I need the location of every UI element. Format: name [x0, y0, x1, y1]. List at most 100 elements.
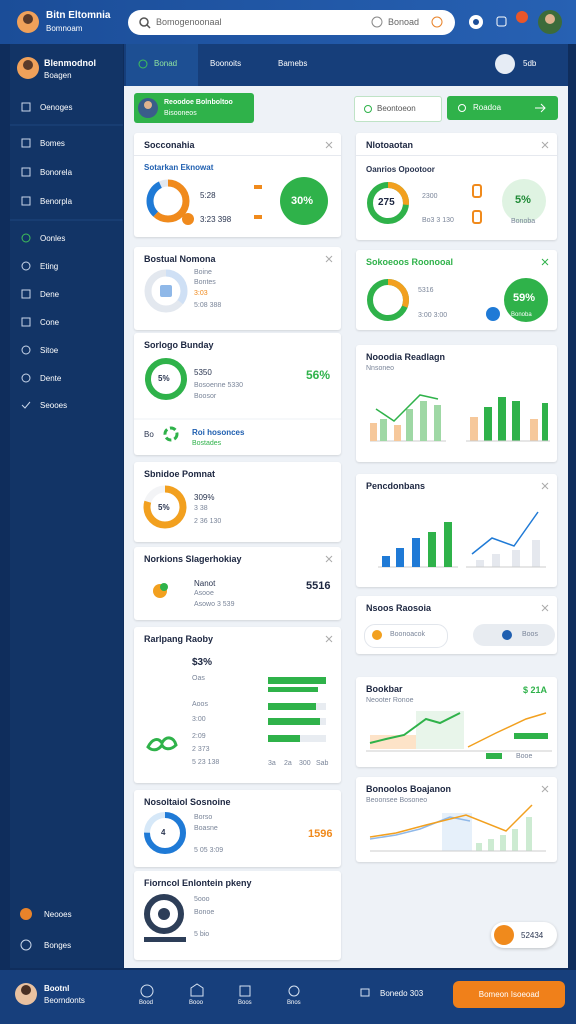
floating-pill[interactable]: 52434 — [491, 922, 557, 948]
card: Nooodia Readlagn Nnsoneo — [356, 345, 557, 462]
decoration — [254, 185, 262, 189]
axis-label: 2a — [284, 760, 292, 767]
menu-item[interactable]: Bomes — [40, 139, 65, 148]
menu-item[interactable]: Seooes — [40, 401, 68, 410]
menu-item[interactable]: Oenoges — [40, 103, 73, 112]
tab-active[interactable] — [126, 44, 198, 86]
card: Sokoeoos Roonooal 5316 3:00 3:00 59% Bon… — [356, 250, 557, 330]
card-text: Boonoacok — [390, 631, 426, 638]
decoration — [21, 102, 31, 409]
card-text: 5350 — [194, 368, 212, 377]
menu-item[interactable]: Dente — [40, 374, 62, 383]
card-title: Nooodia Readlagn — [366, 352, 446, 362]
action-button[interactable]: Roadoa — [447, 96, 558, 120]
profile-chip[interactable]: Reoodoe Bolnboltoo Bisooneos — [134, 93, 254, 123]
card: Sorlogo Bunday 5% 5350 Bosoenne 5330 Boo… — [134, 333, 341, 455]
decoration — [21, 289, 31, 299]
icon — [138, 54, 515, 74]
decoration — [21, 261, 31, 271]
decoration — [371, 16, 383, 28]
ring-label: 5% — [158, 374, 170, 383]
icon — [325, 635, 333, 643]
decoration — [502, 630, 512, 640]
card-subtitle: Beoonsee Bosoneo — [366, 797, 428, 804]
icon — [541, 604, 549, 612]
nav-item[interactable]: Bood — [139, 1000, 154, 1006]
row-label: 2:09 — [192, 733, 206, 740]
chip-sub: Bisooneos — [164, 110, 197, 117]
decoration — [20, 908, 32, 920]
decoration — [431, 16, 443, 28]
decoration — [364, 105, 372, 113]
decoration — [476, 540, 540, 567]
decoration — [396, 548, 404, 567]
menu-item[interactable]: Dene — [40, 290, 60, 299]
decoration — [360, 988, 370, 997]
decoration — [494, 925, 514, 945]
decoration — [370, 423, 377, 441]
card-text: Bonoba — [511, 218, 536, 225]
decoration — [500, 835, 506, 851]
icon — [372, 630, 512, 640]
card-text: 3:23 398 — [200, 215, 232, 224]
nav-item[interactable]: Booo — [189, 1000, 204, 1006]
decoration — [382, 538, 420, 567]
primary-button[interactable]: Bomeon Isoeoad — [453, 981, 565, 1008]
menu-item[interactable]: Sitoe — [40, 346, 59, 355]
menu-item[interactable]: Cone — [40, 318, 60, 327]
decoration — [476, 843, 482, 851]
search-placeholder: Bomogenoonaal — [156, 17, 222, 27]
card-text: 3:00 3:00 — [418, 312, 448, 319]
card-percent: 30% — [291, 195, 314, 207]
search-button[interactable]: Bonoad — [388, 17, 420, 27]
card-text: Boine — [194, 269, 212, 276]
toggle[interactable] — [473, 624, 555, 646]
card-percent: 59% — [513, 292, 536, 304]
decoration — [496, 16, 507, 27]
card-text: 5ooo — [194, 896, 210, 903]
card-text: Bo — [144, 430, 154, 439]
toggle[interactable] — [364, 624, 448, 648]
top-bar: Bitn Eltomnia Bomnoam Bomogenoonaal Bono… — [0, 0, 576, 44]
menu-item[interactable]: Benorpla — [40, 197, 73, 206]
footer-item[interactable]: Neooes — [44, 910, 72, 919]
decoration — [541, 482, 549, 490]
decoration — [526, 817, 532, 851]
decoration — [356, 155, 557, 156]
row-label: Oas — [192, 675, 205, 682]
tab[interactable]: Boonoits — [210, 59, 242, 68]
menu-item[interactable]: Bonorela — [40, 168, 73, 177]
icon — [371, 16, 383, 28]
decoration — [541, 604, 549, 612]
footer-item[interactable]: Bonges — [44, 941, 72, 950]
decoration — [512, 829, 518, 851]
decoration — [21, 373, 31, 383]
card-text: 5:28 — [200, 191, 216, 200]
filter-button[interactable]: Beontoeon — [354, 96, 442, 122]
icon — [366, 711, 552, 759]
legend-label: Booe — [516, 753, 533, 760]
card-text: Asooe — [194, 590, 214, 597]
pill-label: 52434 — [521, 931, 544, 940]
tab[interactable]: Bonad — [154, 59, 178, 68]
chip-title: Reoodoe Bolnboltoo — [164, 99, 233, 106]
icon — [325, 141, 333, 149]
icon — [138, 98, 158, 118]
icon — [144, 812, 186, 854]
menu-item[interactable]: Oonles — [40, 234, 66, 243]
decoration — [516, 11, 528, 23]
search-box[interactable]: Bomogenoonaal Bonoad — [128, 10, 455, 35]
card-text: 5:08 388 — [194, 302, 222, 309]
card-metric: 1596 — [308, 828, 333, 840]
ring-label: 275 — [378, 197, 395, 208]
decoration — [512, 550, 520, 567]
decoration — [541, 258, 549, 266]
tab[interactable]: Bamebs — [278, 59, 308, 68]
menu-item[interactable]: Eting — [40, 262, 59, 271]
card: Bostual Nomona Boine Bontes 3:03 5:08 38… — [134, 247, 341, 330]
icon — [367, 278, 548, 322]
nav-item[interactable]: Boos — [238, 1000, 252, 1006]
decoration — [325, 555, 333, 563]
card-text: 2 36 130 — [194, 518, 222, 525]
nav-item[interactable]: Bnos — [287, 1000, 301, 1006]
